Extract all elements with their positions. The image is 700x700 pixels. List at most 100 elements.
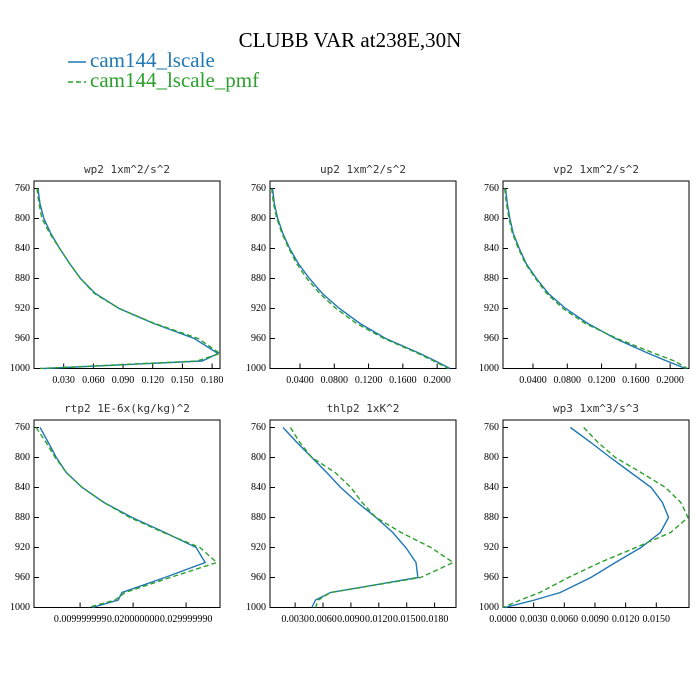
x-tick-label: 0.009999999 (54, 614, 107, 625)
x-tick-label: 0.0120 (365, 614, 393, 625)
y-tick-label: 880 (251, 512, 266, 523)
profile-line (271, 188, 451, 370)
profile-line (504, 188, 688, 370)
y-tick-label: 760 (251, 183, 266, 194)
y-tick-label: 880 (15, 273, 30, 284)
y-tick-label: 960 (251, 333, 266, 344)
x-tick-label: 0.2000 (423, 375, 451, 386)
y-tick-label: 960 (15, 333, 30, 344)
y-tick-label: 800 (251, 452, 266, 463)
x-tick-label: 0.1600 (622, 375, 650, 386)
y-tick-label: 1000 (10, 602, 30, 613)
y-tick-label: 840 (484, 482, 499, 493)
y-tick-label: 1000 (246, 602, 266, 613)
plot-frame (269, 419, 457, 608)
plot-frame (33, 419, 221, 608)
x-tick-label: 0.0800 (554, 375, 582, 386)
x-tick-label: 0.1600 (389, 375, 417, 386)
x-tick-label: 0.0030 (281, 614, 309, 625)
y-tick-label: 1000 (10, 363, 30, 374)
x-tick-label: 0.0030 (520, 614, 548, 625)
panel-title: wp3 1xm^3/s^3 (553, 402, 639, 415)
x-tick-label: 0.0150 (393, 614, 421, 625)
x-tick-label: 0.0060 (309, 614, 337, 625)
y-tick-label: 920 (251, 542, 266, 553)
x-tick-label: 0.0400 (519, 375, 547, 386)
x-tick-label: 0.0800 (321, 375, 349, 386)
y-tick-label: 1000 (479, 602, 499, 613)
y-tick-label: 760 (15, 422, 30, 433)
y-tick-label: 880 (15, 512, 30, 523)
x-tick-label: 0.0090 (337, 614, 365, 625)
panel-title: rtp2 1E-6x(kg/kg)^2 (64, 402, 190, 415)
y-tick-label: 840 (15, 482, 30, 493)
y-tick-label: 800 (15, 213, 30, 224)
y-tick-label: 920 (15, 542, 30, 553)
y-tick-label: 760 (484, 422, 499, 433)
plot-frame (502, 180, 690, 369)
x-tick-label: 0.030 (52, 375, 75, 386)
y-tick-label: 840 (251, 482, 266, 493)
y-tick-label: 760 (15, 183, 30, 194)
plot-frame (33, 180, 221, 369)
x-tick-label: 0.060 (82, 375, 105, 386)
x-tick-label: 0.0060 (551, 614, 579, 625)
x-tick-label: 0.029999990 (160, 614, 213, 625)
y-tick-label: 760 (251, 422, 266, 433)
x-tick-label: 0.0000 (489, 614, 517, 625)
x-tick-label: 0.150 (171, 375, 194, 386)
profile-line (502, 427, 689, 609)
legend-label: cam144_lscale_pmf (90, 68, 259, 92)
y-tick-label: 840 (251, 243, 266, 254)
profile-line (282, 427, 419, 608)
y-tick-label: 800 (484, 452, 499, 463)
legend-label: cam144_lscale (90, 48, 215, 72)
y-tick-label: 920 (484, 542, 499, 553)
y-tick-label: 920 (15, 303, 30, 314)
y-tick-label: 760 (484, 183, 499, 194)
figure-title: CLUBB VAR at238E,30N (239, 28, 462, 52)
x-tick-label: 0.2000 (656, 375, 684, 386)
y-tick-label: 880 (484, 273, 499, 284)
profile-line (271, 188, 449, 370)
y-tick-label: 880 (251, 273, 266, 284)
y-tick-label: 880 (484, 512, 499, 523)
plot-frame (502, 419, 690, 608)
panel-title: thlp2 1xK^2 (327, 402, 400, 415)
y-tick-label: 920 (251, 303, 266, 314)
x-tick-label: 0.090 (112, 375, 135, 386)
y-tick-label: 960 (484, 572, 499, 583)
panel-title: wp2 1xm^2/s^2 (84, 163, 170, 176)
profile-line (289, 427, 455, 608)
x-tick-label: 0.180 (201, 375, 224, 386)
x-tick-label: 0.0090 (581, 614, 609, 625)
y-tick-label: 1000 (479, 363, 499, 374)
y-tick-label: 960 (484, 333, 499, 344)
x-tick-label: 0.020000000 (107, 614, 160, 625)
y-tick-label: 800 (15, 452, 30, 463)
x-tick-label: 0.0150 (643, 614, 671, 625)
x-tick-label: 0.1200 (355, 375, 383, 386)
y-tick-label: 960 (15, 572, 30, 583)
y-tick-label: 840 (15, 243, 30, 254)
y-tick-label: 920 (484, 303, 499, 314)
y-tick-label: 800 (484, 213, 499, 224)
y-tick-label: 800 (251, 213, 266, 224)
x-tick-label: 0.0180 (421, 614, 449, 625)
profile-line (504, 426, 670, 609)
profile-line (36, 188, 222, 370)
profile-line (504, 188, 686, 370)
plot-frame (269, 180, 457, 369)
x-tick-label: 0.120 (141, 375, 164, 386)
profile-line (39, 427, 207, 609)
panel-title: vp2 1xm^2/s^2 (553, 163, 639, 176)
panel-title: up2 1xm^2/s^2 (320, 163, 406, 176)
x-tick-label: 0.1200 (588, 375, 616, 386)
x-tick-label: 0.0400 (286, 375, 314, 386)
y-tick-label: 1000 (246, 363, 266, 374)
y-tick-label: 840 (484, 243, 499, 254)
y-tick-label: 960 (251, 572, 266, 583)
x-tick-label: 0.0120 (612, 614, 640, 625)
